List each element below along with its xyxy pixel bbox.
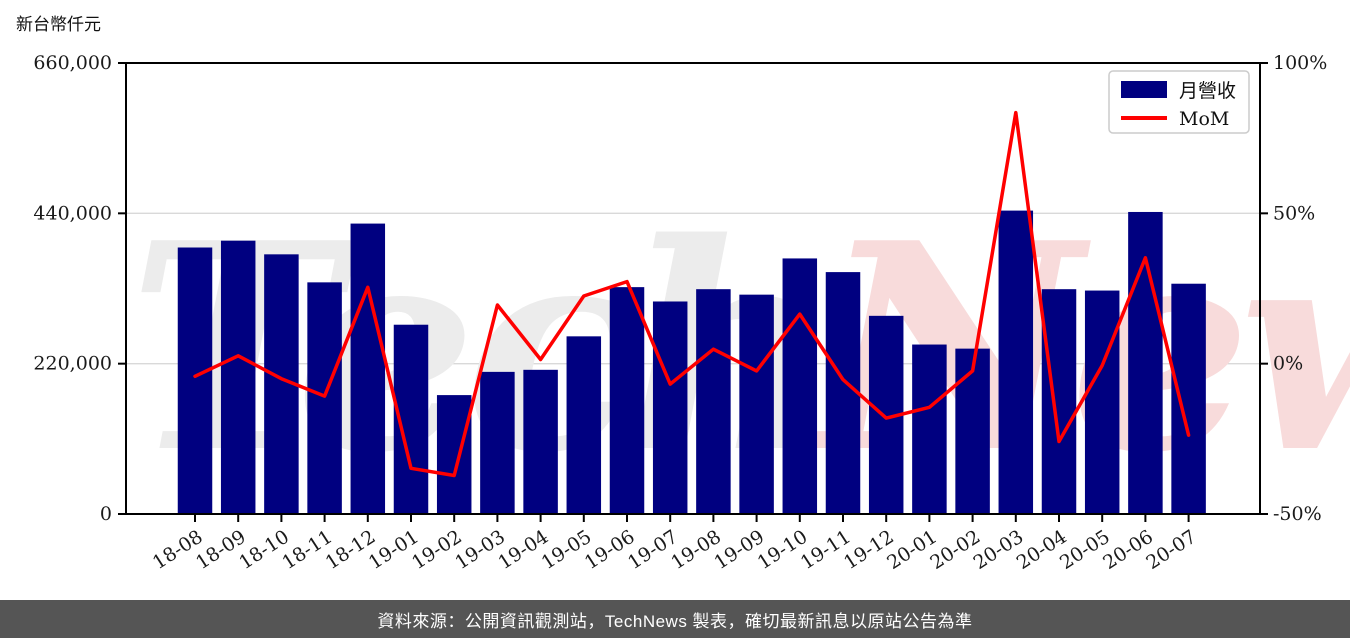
x-axis-tick-label: 19-09: [710, 526, 768, 574]
bar-19-06: [609, 287, 645, 514]
legend-swatch-bar: [1121, 81, 1167, 98]
bar-20-04: [1041, 289, 1077, 514]
x-axis-tick-label: 19-12: [840, 526, 898, 574]
x-axis-tick-label: 19-03: [451, 526, 509, 574]
x-axis-tick-label: 20-06: [1099, 526, 1157, 574]
plot-border: [125, 62, 1261, 515]
bar-19-03: [480, 371, 515, 514]
x-axis-tick-label: 19-04: [494, 526, 552, 574]
legend-label-mom: MoM: [1179, 108, 1229, 130]
revenue-mom-chart: TechNews0220,000440,000660,000-50%0%50%1…: [33, 52, 1350, 574]
left-axis-tick-label: 660,000: [33, 52, 112, 74]
bar-20-02: [955, 348, 990, 514]
x-axis-tick-label: 19-11: [797, 526, 855, 574]
x-axis-tick-label: 19-10: [754, 526, 812, 574]
x-axis-tick-label: 18-08: [149, 526, 207, 574]
legend-label-revenue: 月營收: [1179, 80, 1236, 102]
bar-19-05: [566, 336, 602, 514]
right-axis-tick-label: -50%: [1273, 503, 1322, 525]
x-axis-tick-label: 18-10: [235, 526, 293, 574]
x-axis-tick-label: 19-08: [667, 526, 725, 574]
right-axis-tick-label: 50%: [1273, 202, 1315, 224]
bar-19-09: [739, 294, 774, 514]
bar-18-08: [177, 247, 213, 514]
bar-20-07: [1171, 283, 1206, 514]
x-axis-tick-label: 18-12: [322, 526, 380, 574]
x-axis-tick-label: 20-01: [883, 526, 941, 574]
bar-18-09: [220, 240, 256, 514]
bar-20-05: [1084, 290, 1120, 514]
bar-18-11: [307, 282, 342, 514]
bar-20-01: [912, 344, 947, 514]
mom-line: [193, 110, 1191, 478]
x-axis-tick-label: 20-02: [926, 526, 984, 574]
x-axis-tick-label: 18-09: [192, 526, 250, 574]
bar-19-11: [825, 272, 861, 514]
x-axis-tick-label: 19-05: [538, 526, 596, 574]
bar-19-04: [523, 369, 558, 514]
y-axis-unit-label: 新台幣仟元: [16, 15, 101, 35]
right-axis-tick-label: 100%: [1273, 52, 1327, 74]
x-axis-tick-label: 20-05: [1056, 526, 1114, 574]
x-axis-tick-label: 19-07: [624, 526, 682, 574]
x-axis-tick-label: 19-01: [365, 526, 423, 574]
bar-19-02: [436, 395, 472, 514]
x-axis-tick-label: 18-11: [278, 526, 336, 574]
source-footer: 資料來源：公開資訊觀測站，TechNews 製表，確切最新訊息以原站公告為準: [0, 600, 1350, 638]
bar-19-07: [652, 301, 688, 514]
bar-19-10: [782, 258, 818, 514]
bar-20-03: [998, 210, 1034, 514]
left-axis-tick-label: 220,000: [33, 353, 112, 375]
x-axis-tick-label: 20-03: [970, 526, 1028, 574]
right-axis-tick-label: 0%: [1273, 353, 1303, 375]
bar-18-12: [350, 223, 386, 515]
x-axis-tick-label: 19-02: [408, 526, 466, 574]
x-axis-tick-label: 19-06: [581, 526, 639, 574]
left-axis-tick-label: 0: [100, 503, 112, 525]
x-axis-tick-label: 20-07: [1142, 526, 1200, 574]
bar-19-08: [696, 289, 731, 514]
left-axis-tick-label: 440,000: [33, 202, 112, 224]
source-footer-text: 資料來源：公開資訊觀測站，TechNews 製表，確切最新訊息以原站公告為準: [377, 611, 973, 631]
x-axis-tick-label: 20-04: [1013, 526, 1071, 574]
